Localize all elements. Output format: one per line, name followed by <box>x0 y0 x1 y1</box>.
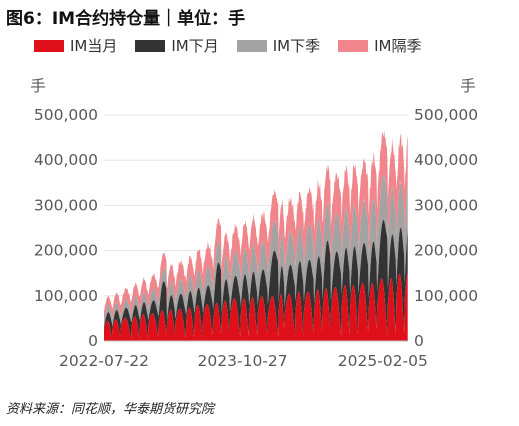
area-im-current <box>104 273 408 341</box>
legend-swatch-next-quarter <box>338 39 369 52</box>
chart-title: 图6：IM合约持仓量｜单位：手 <box>6 9 246 29</box>
area-im-far-quarter <box>104 130 408 321</box>
legend-item-next-quarter: IM隔季 <box>338 35 422 56</box>
y-tick-label-right: 400,000 <box>414 151 478 169</box>
y-tick-label-right: 300,000 <box>414 196 478 214</box>
y-tick-label-left: 400,000 <box>34 151 98 169</box>
axes: 0 0 100,000 100,000 200,000 200,000 300,000 300… <box>34 106 478 370</box>
legend-swatch-next <box>135 39 166 52</box>
y-tick-label-left: 300,000 <box>34 196 98 214</box>
y-tick-label-left: 0 <box>88 332 98 350</box>
y-tick-label-right: 0 <box>414 332 424 350</box>
y-tick-label-right: 200,000 <box>414 242 478 260</box>
legend-label-next-quarter: IM隔季 <box>374 37 422 55</box>
legend-label-next: IM下月 <box>171 37 219 55</box>
legend-label-current: IM当月 <box>70 37 118 55</box>
area-im-next-month <box>104 219 408 339</box>
legend-swatch-current <box>34 39 64 52</box>
y-tick-label-left: 200,000 <box>34 242 98 260</box>
x-tick-label: 2023-10-27 <box>198 352 288 370</box>
y-tick-label-left: 100,000 <box>34 287 98 305</box>
legend-label-quarter: IM下季 <box>272 37 321 55</box>
area-im-next-quarter <box>104 175 408 328</box>
y-tick-label-right: 100,000 <box>414 287 478 305</box>
chart-legend: IM当月 IM下月 IM下季 IM隔季 <box>34 35 422 56</box>
right-y-unit: 手 <box>460 77 476 95</box>
x-tick-label: 2022-07-22 <box>59 352 149 370</box>
stacked-areas <box>104 130 408 341</box>
y-tick-label-left: 500,000 <box>34 106 98 124</box>
y-tick-label-right: 500,000 <box>414 106 478 124</box>
x-tick-label: 2025-02-05 <box>338 352 428 370</box>
left-y-unit: 手 <box>30 77 46 95</box>
legend-item-next: IM下月 <box>135 35 219 56</box>
source-note: 资料来源：同花顺，华泰期货研究院 <box>6 402 215 417</box>
legend-item-current: IM当月 <box>34 35 117 56</box>
legend-item-quarter: IM下季 <box>236 35 321 56</box>
legend-swatch-quarter <box>236 39 267 52</box>
